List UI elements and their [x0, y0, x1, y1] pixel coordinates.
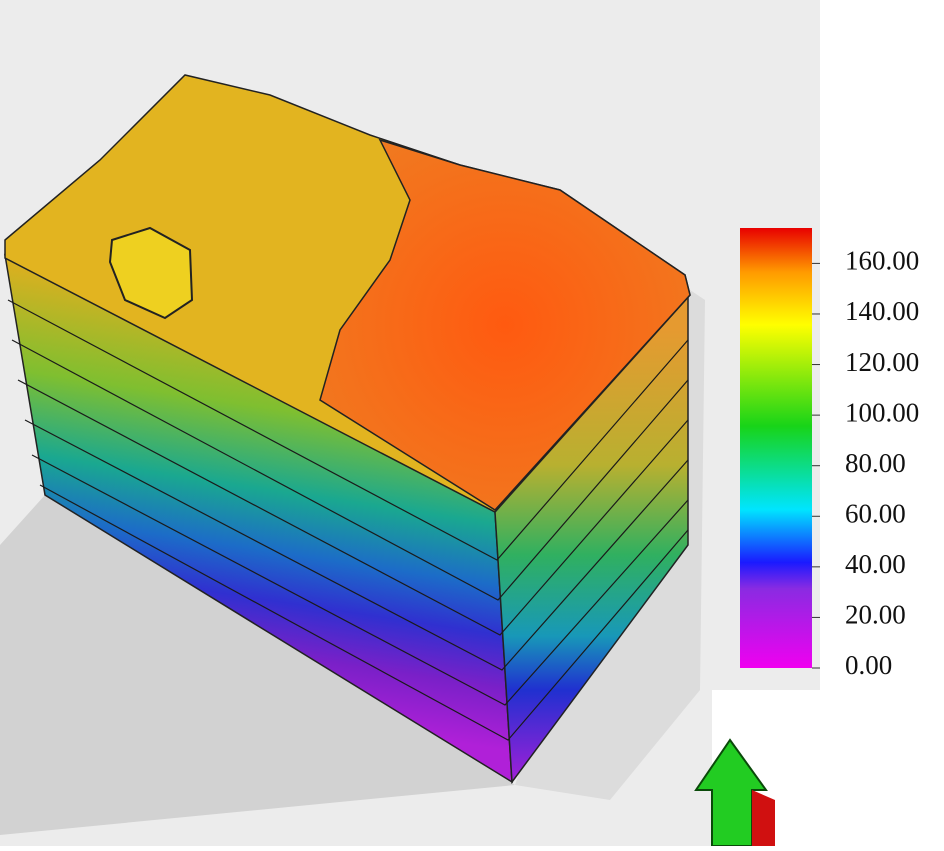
colorbar-tick-label: 0.00 [845, 650, 892, 680]
colorbar-scale [740, 228, 812, 668]
colorbar-tick-label: 100.00 [845, 397, 919, 427]
peak-region [319, 138, 691, 511]
colorbar-tick-label: 40.00 [845, 549, 906, 579]
contours [7, 299, 689, 741]
colorbar: 0.00 20.00 40.00 60.00 80.00 100.00 120.00 140.… [740, 228, 919, 680]
contour-island [108, 226, 194, 320]
colorbar-tick-label: 140.00 [845, 296, 919, 326]
colorbar-tick-label: 60.00 [845, 498, 906, 528]
north-arrow [694, 738, 775, 847]
colorbar-tick-label: 160.00 [845, 246, 919, 276]
colorbar-tick-label: 120.00 [845, 347, 919, 377]
colorbar-tick-label: 20.00 [845, 600, 906, 630]
shadow [0, 495, 515, 835]
colorbar-tick-label: 80.00 [845, 448, 906, 478]
